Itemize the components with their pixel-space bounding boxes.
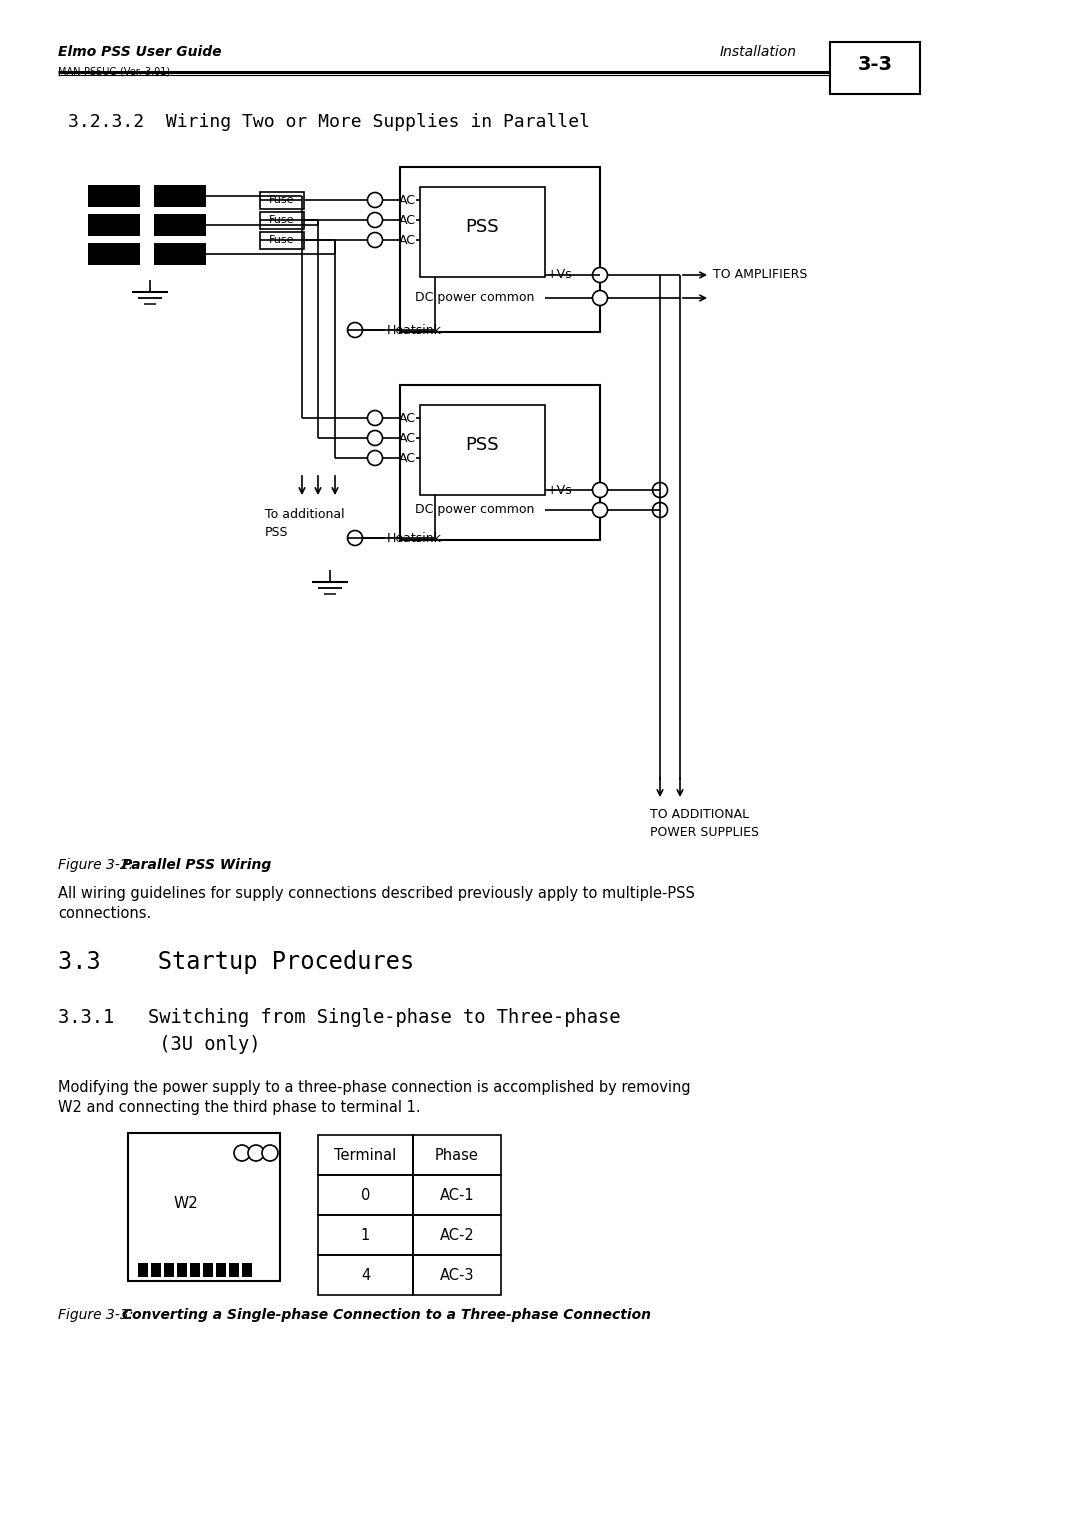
Circle shape [248,1144,264,1161]
Text: Fuse: Fuse [269,235,295,244]
Bar [151,1264,161,1277]
Text: Modifying the power supply to a three-phase connection is accomplished by removi: Modifying the power supply to a three-ph… [58,1080,690,1096]
Text: connections.: connections. [58,906,151,921]
Circle shape [348,322,363,338]
Text: Phase: Phase [435,1148,478,1163]
Text: 3.3.1   Switching from Single-phase to Three-phase: 3.3.1 Switching from Single-phase to Thr… [58,1008,621,1027]
Circle shape [367,411,382,425]
Text: Heatsink: Heatsink [387,324,442,336]
Bar [87,214,140,235]
Text: AC: AC [399,451,416,465]
Text: 3-3: 3-3 [858,55,892,75]
Text: POWER SUPPLIES: POWER SUPPLIES [650,827,759,839]
Circle shape [234,1144,249,1161]
Bar [154,214,206,235]
Text: AC: AC [399,214,416,226]
Text: 3.2.3.2  Wiring Two or More Supplies in Parallel: 3.2.3.2 Wiring Two or More Supplies in P… [68,113,590,131]
Bar [260,193,303,209]
Circle shape [367,431,382,446]
Text: Installation: Installation [720,44,797,60]
Bar [177,1264,187,1277]
Text: Fuse: Fuse [269,196,295,205]
Text: Elmo PSS User Guide: Elmo PSS User Guide [58,44,221,60]
Bar [260,232,303,249]
Bar [190,1264,200,1277]
Bar [242,1264,252,1277]
Bar [318,1254,413,1296]
Text: DC power common: DC power common [415,292,535,304]
Text: Parallel PSS Wiring: Parallel PSS Wiring [122,859,271,872]
Bar [413,1215,501,1254]
Bar [138,1264,148,1277]
Text: TO AMPLIFIERS: TO AMPLIFIERS [713,269,808,281]
Circle shape [367,193,382,208]
Text: Terminal: Terminal [335,1148,396,1163]
Text: 1: 1 [361,1227,370,1242]
Bar [87,185,140,206]
Circle shape [367,451,382,466]
Text: AC-2: AC-2 [440,1227,474,1242]
Text: To additional: To additional [265,507,345,521]
Text: DC power common: DC power common [415,504,535,516]
Text: Figure 3-2:: Figure 3-2: [58,859,138,872]
Text: MAN-PSSUG (Ver. 3.01): MAN-PSSUG (Ver. 3.01) [58,66,171,76]
Bar [229,1264,239,1277]
Text: 3.3    Startup Procedures: 3.3 Startup Procedures [58,950,415,973]
Circle shape [593,290,607,306]
Text: W2: W2 [174,1195,199,1210]
Bar [413,1254,501,1296]
Text: +Vs: +Vs [546,269,572,281]
Text: AC: AC [399,234,416,246]
Text: (3U only): (3U only) [58,1034,260,1054]
Text: Figure 3-3:: Figure 3-3: [58,1308,138,1322]
Bar [318,1215,413,1254]
Text: W2 and connecting the third phase to terminal 1.: W2 and connecting the third phase to ter… [58,1100,420,1115]
Text: Converting a Single-phase Connection to a Three-phase Connection: Converting a Single-phase Connection to … [122,1308,651,1322]
Circle shape [262,1144,278,1161]
Bar [154,185,206,206]
Text: PSS: PSS [465,435,499,454]
Circle shape [652,483,667,498]
Bar [400,385,600,539]
Bar [203,1264,213,1277]
Text: PSS: PSS [465,219,499,235]
Bar [413,1135,501,1175]
Bar [831,41,920,95]
Circle shape [348,530,363,545]
Text: AC-1: AC-1 [440,1187,474,1203]
Bar [400,167,600,332]
Text: All wiring guidelines for supply connections described previously apply to multi: All wiring guidelines for supply connect… [58,886,694,902]
Bar [164,1264,174,1277]
Bar [154,243,206,264]
Bar [318,1135,413,1175]
Text: PSS: PSS [265,526,288,539]
Circle shape [367,212,382,228]
Text: AC: AC [399,431,416,445]
Bar [420,405,545,495]
Text: +Vs: +Vs [546,483,572,497]
Text: AC-3: AC-3 [440,1268,474,1282]
Text: Fuse: Fuse [269,215,295,225]
Circle shape [593,483,607,498]
Text: 4: 4 [361,1268,370,1282]
Bar [260,212,303,229]
Bar [129,1132,280,1280]
Bar [318,1175,413,1215]
Text: 0: 0 [361,1187,370,1203]
Circle shape [367,232,382,248]
Circle shape [593,267,607,283]
Circle shape [652,503,667,518]
Text: AC: AC [399,194,416,206]
Bar [413,1175,501,1215]
Text: TO ADDITIONAL: TO ADDITIONAL [650,808,750,821]
Text: Heatsink: Heatsink [387,532,442,544]
Bar [420,186,545,277]
Text: AC: AC [399,411,416,425]
Circle shape [593,503,607,518]
Bar [87,243,140,264]
Bar [216,1264,226,1277]
